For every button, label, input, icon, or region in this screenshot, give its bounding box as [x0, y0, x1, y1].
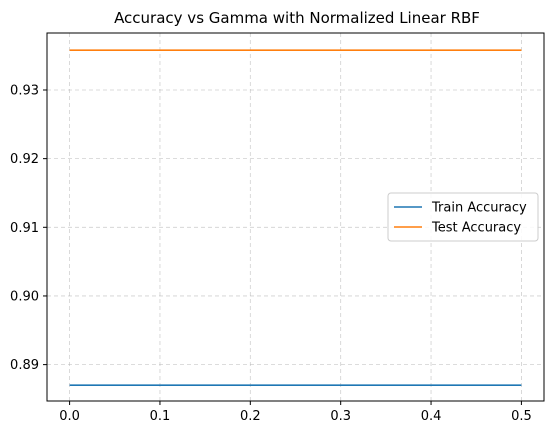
legend-label: Test Accuracy	[431, 221, 521, 236]
chart-title: Accuracy vs Gamma with Normalized Linear…	[114, 9, 480, 27]
x-tick-label: 0.0	[59, 409, 80, 424]
x-tick-label: 0.5	[511, 409, 532, 424]
y-tick-label: 0.92	[10, 152, 39, 167]
legend: Train Accuracy Test Accuracy	[387, 192, 539, 242]
legend-label: Train Accuracy	[431, 201, 527, 216]
y-tick-label: 0.90	[10, 289, 39, 304]
x-tick-label: 0.2	[240, 409, 261, 424]
series-layer	[69, 49, 522, 387]
x-axis: 0.0 0.1 0.2 0.3 0.4 0.5	[59, 401, 532, 424]
x-tick-label: 0.3	[330, 409, 351, 424]
y-tick-label: 0.91	[10, 221, 39, 236]
x-tick-label: 0.4	[421, 409, 442, 424]
y-tick-label: 0.93	[10, 83, 39, 98]
y-tick-label: 0.89	[10, 358, 39, 373]
x-tick-label: 0.1	[150, 409, 171, 424]
plot-frame	[46, 32, 545, 402]
legend-box	[387, 192, 539, 242]
y-axis: 0.89 0.90 0.91 0.92 0.93	[10, 83, 47, 373]
